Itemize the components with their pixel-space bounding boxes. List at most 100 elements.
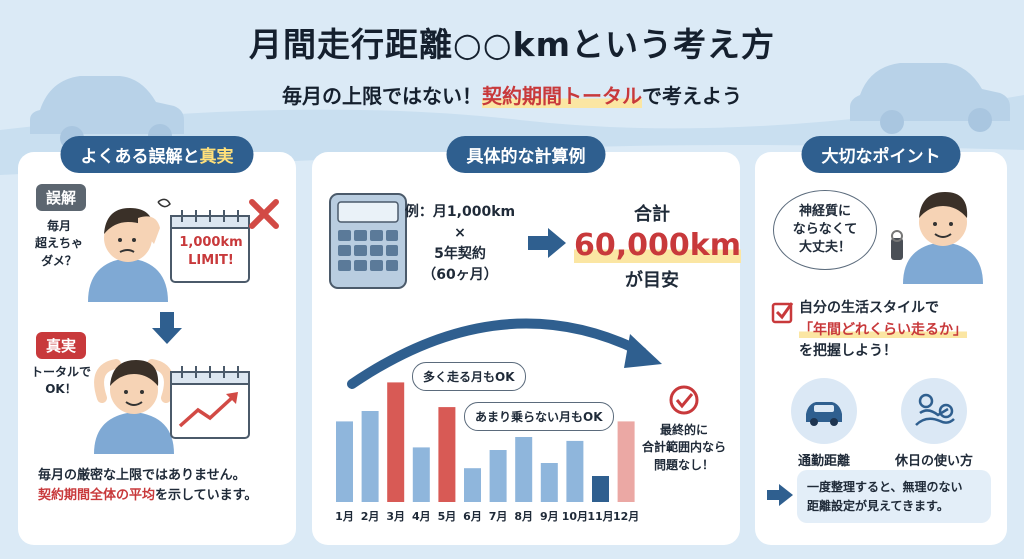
tip-line: 一度整理すると、無理のない [807,480,963,494]
myth-thought-line: 超えちゃ [34,236,83,251]
high-month-bubble: 多く走る月もOK [412,362,526,391]
truth-thought-line: トータルで [30,365,91,379]
trend-arc [347,318,647,389]
thought-line: ならなくて [792,221,858,237]
calendar-limit-line: 1,000km [179,235,243,250]
myth-badge: 誤解 [36,184,87,211]
x-tick-label: 12月 [613,510,639,523]
checkbox-checked-icon [771,302,794,324]
truth-badge: 真実 [36,332,87,359]
commute-icon-circle [791,378,857,444]
calculation-panel-tag: 具体的な計算例 [446,136,606,173]
misconception-note: 毎月の厳密な上限ではありません。 契約期間全体の平均を示しています。 [38,466,288,506]
bar-6月 [464,468,481,502]
smiling-person-with-key-illustration [891,192,983,284]
final-line: 最終的に [659,423,708,437]
calculation-panel: 具体的な計算例 例：月1,000km × 5年契約 （60ヶ月） 合計 60,0… [312,136,741,545]
note-line2: 契約期間全体の平均を示しています。 [38,486,288,506]
x-tick-label: 5月 [438,510,457,523]
commute-label: 通勤距離 [797,454,850,469]
check-highlight: 「年間どれくらい走るか」 [799,321,967,338]
calendar-limit-line: LIMIT! [188,253,234,269]
check-line: を把握しよう！ [799,343,897,360]
bar-10月 [566,440,584,502]
total-label: 合計 [634,204,670,225]
myth-thought-line: ダメ？ [41,253,77,268]
tip-arrow-icon [767,484,793,506]
x-tick-label: 9月 [540,510,559,523]
bar-9月 [540,463,558,502]
bar-5月 [438,407,456,502]
lifestyle-check-text: 自分の生活スタイルで 「年間どれくらい走るか」 を把握しよう！ [799,298,1003,363]
x-tick-label: 8月 [514,510,533,523]
misconception-panel: よくある誤解と真実 誤解 毎月 超えちゃ ダメ？ 1,000km LIMIT! … [18,136,296,545]
x-tick-label: 6月 [463,510,482,523]
weekend-icon-circle [901,378,967,444]
note-line2-post: を示しています。 [155,488,258,504]
reassurance-thought: 神経質に ならなくて 大丈夫！ [773,190,877,270]
final-line: 問題なし！ [653,457,714,472]
weekend-label: 休日の使い方 [894,454,973,469]
formula-line: 例：月1,000km [404,204,516,220]
bar-7月 [489,450,507,502]
check-line: 「年間どれくらい走るか」 [799,320,1003,342]
red-x-icon [249,199,279,229]
formula-line: （60ヶ月） [422,267,498,283]
final-line: 合計範囲内なら [641,440,726,455]
subtitle-pre: 毎月の上限ではない！ [282,84,482,108]
bar-8月 [515,437,533,502]
relaxing-driver-icon [915,393,955,426]
bar-12月 [617,421,635,502]
x-tick-label: 7月 [489,510,508,523]
x-tick-label: 1月 [335,510,354,523]
x-tick-label: 11月 [587,510,613,523]
formula-line: 5年契約 [434,246,486,262]
page-title: 月間走行距離○○kmという考え方 [249,25,775,64]
tag-highlight: 真実 [199,147,234,167]
formula-line: × [454,225,466,241]
down-arrow-icon [152,312,182,344]
tag-pre: よくある誤解と [80,147,200,167]
final-message: 最終的に 合計範囲内なら 問題なし！ [632,422,736,474]
bar-2月 [361,411,379,502]
key-points-panel: 大切なポイント 神経質に ならなくて 大丈夫！ 自分の生活スタイルで 「年間どれ… [755,136,1007,545]
car-right-icon [850,63,1010,134]
check-line: 自分の生活スタイルで [799,300,939,316]
key-points-panel-tag: 大切なポイント [801,136,961,173]
note-line1: 毎月の厳密な上限ではありません。 [38,468,246,483]
thought-line: 大丈夫！ [798,240,851,256]
myth-thought-line: 毎月 [46,219,71,233]
worried-person-illustration [88,198,171,302]
subtitle-highlight: 契約期間トータル [482,84,642,108]
car-icon [806,402,842,426]
growth-calendar-icon [170,366,250,439]
low-month-bubble: あまり乗らない月もOK [464,402,614,431]
calculator-icon [329,193,407,289]
x-tick-label: 4月 [412,510,431,523]
bar-1月 [336,421,353,502]
myth-thought: 毎月 超えちゃ ダメ？ [32,218,86,270]
total-suffix: が目安 [625,270,679,291]
total-value: 60,000km [574,228,741,263]
tip-line: 距離設定が見えてきます。 [807,498,949,513]
right-arrow-icon [528,228,566,258]
misconception-panel-tag: よくある誤解と真実 [60,136,254,173]
limit-calendar-icon [170,210,250,283]
check-circle-icon [669,385,699,415]
calculation-formula: 例：月1,000km × 5年契約 （60ヶ月） [398,202,522,286]
trend-arc-head [624,334,662,368]
bar-3月 [387,382,405,502]
note-highlight: 契約期間全体の平均 [38,488,156,504]
truth-thought: トータルで OK！ [28,364,94,399]
x-tick-label: 10月 [562,510,588,523]
tip-box: 一度整理すると、無理のない 距離設定が見えてきます。 [797,470,991,524]
x-tick-label: 2月 [361,510,380,523]
page-subtitle: 毎月の上限ではない！契約期間トータルで考えよう [0,80,1024,109]
relaxed-person-illustration [94,359,174,454]
bar-4月 [412,447,430,502]
car-key-icon [891,230,903,260]
bar-11月 [592,476,609,502]
x-tick-label: 3月 [386,510,405,523]
calendar-limit-text: 1,000km LIMIT! [170,234,252,270]
thought-line: 神経質に [798,203,851,219]
